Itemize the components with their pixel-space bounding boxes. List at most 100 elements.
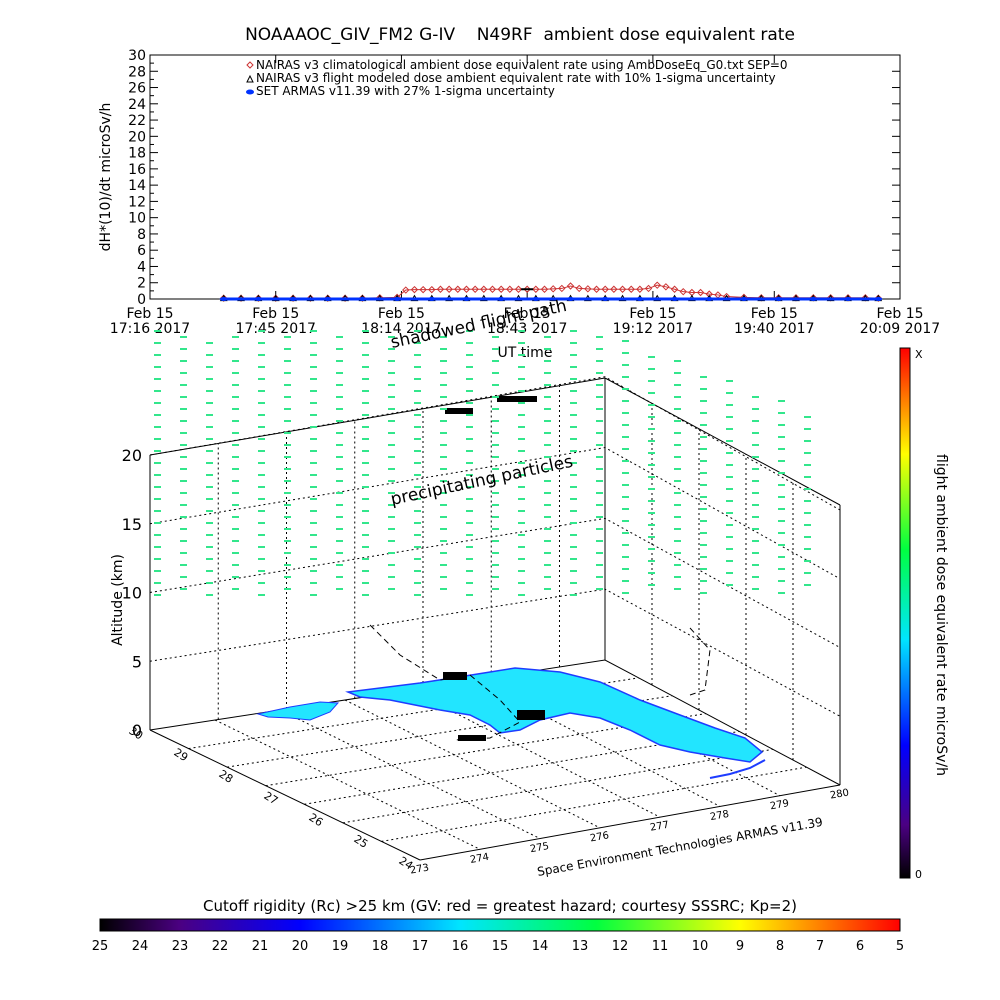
- altitude-tick-label: 5: [132, 652, 142, 671]
- particle-mark: [726, 524, 733, 526]
- top-legend: NAIRAS v3 climatological ambient dose eq…: [246, 58, 788, 98]
- particle-mark: [726, 428, 733, 430]
- particle-mark: [258, 510, 265, 512]
- particle-mark: [570, 330, 577, 332]
- particle-mark: [622, 520, 629, 522]
- dose-colorbar-label: flight ambient dose equivalent rate micr…: [933, 454, 949, 776]
- y-tick-label: 14: [128, 178, 146, 194]
- particle-mark: [310, 378, 317, 380]
- particle-mark: [180, 456, 187, 458]
- particle-mark: [388, 336, 395, 338]
- particle-mark: [700, 544, 707, 546]
- particle-mark: [466, 558, 473, 560]
- rigidity-tick-label: 8: [776, 939, 784, 954]
- particle-mark: [362, 438, 369, 440]
- particle-mark: [206, 366, 213, 368]
- particle-mark: [492, 408, 499, 410]
- legend-entry-nairas-climatological: NAIRAS v3 climatological ambient dose eq…: [246, 58, 788, 72]
- particle-mark: [388, 432, 395, 434]
- particle-mark: [778, 520, 785, 522]
- particle-mark: [648, 584, 655, 586]
- particle-mark: [232, 564, 239, 566]
- particle-mark: [752, 432, 759, 434]
- particle-mark: [336, 564, 343, 566]
- particle-mark: [674, 360, 681, 362]
- particle-mark: [700, 388, 707, 390]
- particle-mark: [648, 536, 655, 538]
- front-axis-tick-label: 277: [649, 820, 670, 834]
- diamond-point: [358, 294, 367, 302]
- particle-mark: [466, 378, 473, 380]
- dark-patches: [443, 396, 545, 741]
- particle-mark: [232, 408, 239, 410]
- particle-mark: [570, 450, 577, 452]
- particle-mark: [180, 492, 187, 494]
- particle-mark: [154, 534, 161, 536]
- x-tick-time: 19:12 2017: [613, 321, 693, 337]
- particle-mark: [206, 378, 213, 380]
- particle-mark: [336, 432, 343, 434]
- front-axis-tick-label: 278: [709, 809, 730, 823]
- particle-mark: [466, 450, 473, 452]
- particle-mark: [648, 512, 655, 514]
- circle-point: [843, 297, 852, 301]
- particle-mark: [700, 436, 707, 438]
- particle-mark: [570, 522, 577, 524]
- particle-mark: [388, 516, 395, 518]
- particle-mark: [180, 408, 187, 410]
- particle-mark: [700, 568, 707, 570]
- particle-mark: [284, 408, 291, 410]
- particle-mark: [466, 390, 473, 392]
- particle-mark: [284, 456, 291, 458]
- particle-mark: [700, 448, 707, 450]
- dark-patch: [497, 396, 537, 402]
- particle-mark: [310, 558, 317, 560]
- particle-mark: [570, 594, 577, 596]
- circle-point: [358, 297, 367, 301]
- particle-mark: [284, 480, 291, 482]
- particle-mark: [388, 504, 395, 506]
- particle-mark: [752, 588, 759, 590]
- diamond-point: [445, 285, 453, 293]
- particle-mark: [492, 504, 499, 506]
- particle-mark: [466, 534, 473, 536]
- particle-mark: [778, 568, 785, 570]
- circle-point: [531, 297, 540, 301]
- particle-mark: [362, 450, 369, 452]
- particle-mark: [778, 580, 785, 582]
- particle-mark: [258, 474, 265, 476]
- circle-point: [462, 297, 471, 301]
- diamond-point: [636, 285, 644, 293]
- particle-mark: [154, 510, 161, 512]
- particle-mark: [596, 480, 603, 482]
- particle-mark: [388, 408, 395, 410]
- particle-mark: [180, 420, 187, 422]
- particle-mark: [336, 552, 343, 554]
- particle-mark: [518, 330, 525, 332]
- particle-mark: [180, 480, 187, 482]
- particle-mark: [596, 372, 603, 374]
- particle-mark: [336, 528, 343, 530]
- 3d-grid: [149, 376, 841, 850]
- x-tick-date: Feb 15: [378, 306, 425, 322]
- particle-mark: [180, 336, 187, 338]
- particle-mark: [440, 396, 447, 398]
- particle-mark: [180, 564, 187, 566]
- particle-mark: [752, 552, 759, 554]
- dark-patch: [445, 408, 473, 414]
- particle-mark: [648, 368, 655, 370]
- particle-mark: [700, 580, 707, 582]
- particle-mark: [388, 492, 395, 494]
- particle-mark: [284, 528, 291, 530]
- particle-mark: [362, 462, 369, 464]
- particle-mark: [440, 384, 447, 386]
- particle-mark: [206, 390, 213, 392]
- particle-mark: [336, 360, 343, 362]
- circle-point: [670, 297, 679, 301]
- particle-mark: [232, 504, 239, 506]
- particle-mark: [752, 396, 759, 398]
- particle-mark: [726, 560, 733, 562]
- particle-mark: [154, 378, 161, 380]
- particle-mark: [440, 456, 447, 458]
